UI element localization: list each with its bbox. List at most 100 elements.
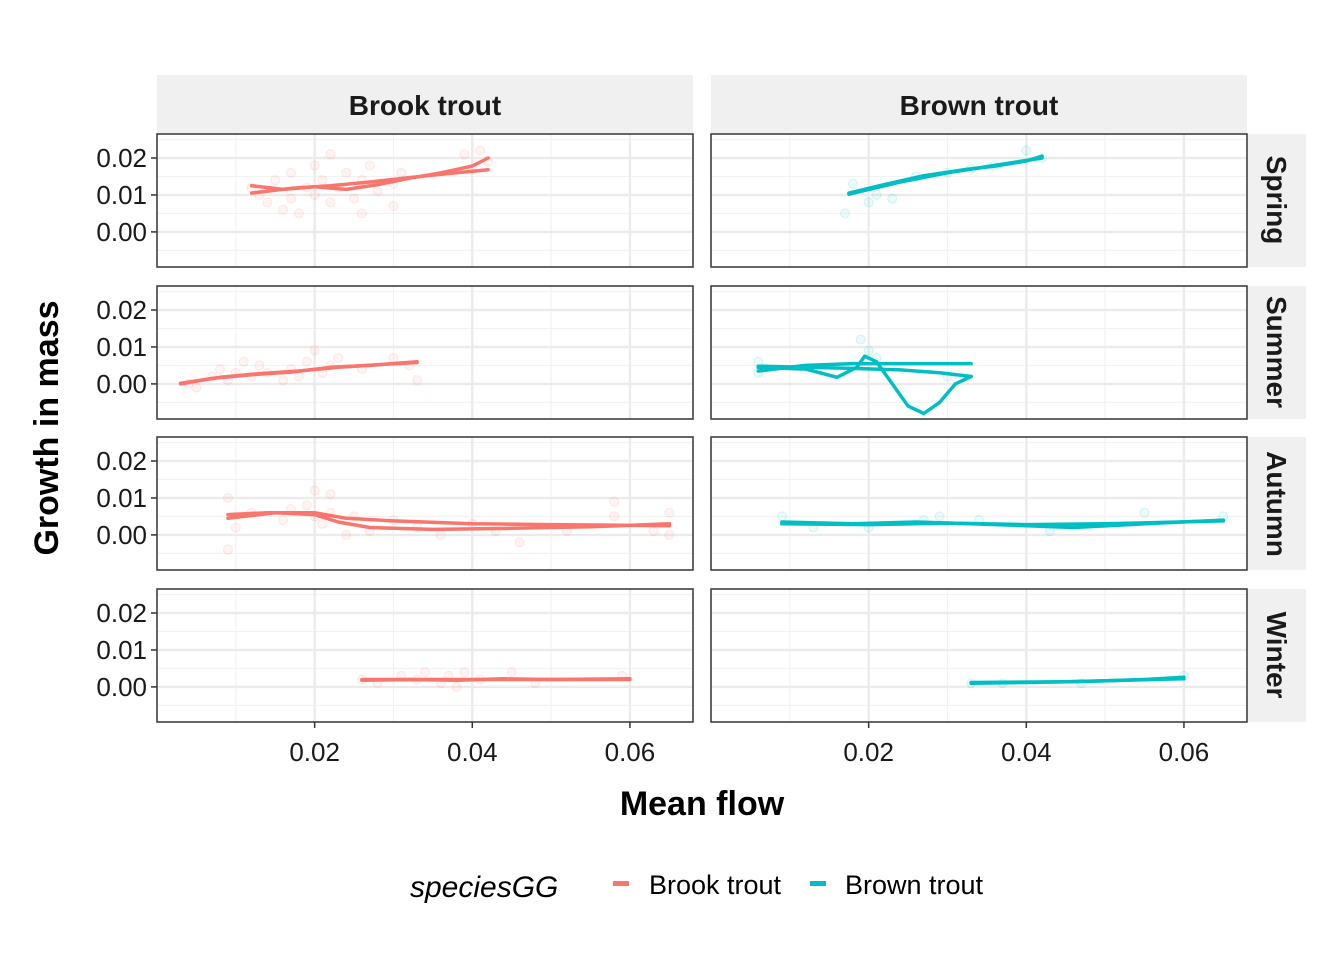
data-point xyxy=(309,189,320,200)
column-strip-label-brook: Brook trout xyxy=(349,90,501,121)
data-point xyxy=(309,485,320,496)
data-point xyxy=(506,667,517,678)
row-strip-label-autumn: Autumn xyxy=(1261,451,1292,557)
data-point xyxy=(333,353,344,364)
data-point xyxy=(215,364,226,375)
panel-background xyxy=(711,286,1247,419)
data-point xyxy=(293,371,304,382)
panel-brown-trout-summer xyxy=(710,285,1248,420)
data-point xyxy=(388,353,399,364)
x-axes: 0.02 0.04 0.06 0.02 0.04 0.06 xyxy=(289,722,1209,767)
data-point xyxy=(364,160,375,171)
data-point xyxy=(278,375,289,386)
x-tick-label: 0.06 xyxy=(1159,737,1210,767)
y-axis-title: Growth in mass xyxy=(28,300,66,555)
panel-border xyxy=(710,588,1248,723)
column-strip-label-brown: Brown trout xyxy=(900,90,1059,121)
legend-title: speciesGG xyxy=(410,871,558,904)
data-point xyxy=(871,189,882,200)
data-point xyxy=(349,193,360,204)
facet-strips: Brook trout Brown trout Spring Summer Au… xyxy=(157,75,1306,722)
data-point xyxy=(420,667,430,678)
x-tick-label: 0.02 xyxy=(289,737,340,767)
data-point xyxy=(847,178,858,189)
smooth-line xyxy=(756,364,973,379)
smooth-line xyxy=(969,677,1186,685)
data-point xyxy=(372,186,383,197)
row-strip-autumn xyxy=(1248,437,1306,570)
data-point xyxy=(609,496,620,507)
panel-brook-trout-winter xyxy=(156,588,694,723)
panel-brown-trout-winter xyxy=(710,588,1248,723)
data-point xyxy=(396,167,407,178)
panel-background xyxy=(157,589,693,722)
data-point xyxy=(278,515,289,526)
y-tick-label: 0.02 xyxy=(96,598,147,628)
x-tick-label: 0.04 xyxy=(1001,737,1052,767)
smooth-line xyxy=(780,519,1226,527)
row-strip-winter xyxy=(1248,589,1306,722)
legend: speciesGG Brook trout Brown trout xyxy=(410,870,984,904)
data-point xyxy=(514,537,525,548)
data-point xyxy=(301,356,312,367)
data-point xyxy=(325,149,336,160)
y-tick-label: 0.02 xyxy=(96,295,147,325)
row-strip-label-winter: Winter xyxy=(1261,612,1292,699)
smooth-line xyxy=(249,168,490,195)
smooth-line xyxy=(847,156,1044,196)
data-point xyxy=(887,193,898,204)
y-tick-label: 0.02 xyxy=(96,446,147,476)
data-point xyxy=(325,197,336,208)
data-point xyxy=(459,667,470,678)
y-axes: 0.00 0.01 0.02 0.00 0.01 0.02 0.00 0.01 0.02 0.00… xyxy=(96,143,157,702)
panel-brook-trout-spring xyxy=(156,133,694,268)
panel-background xyxy=(711,589,1247,722)
data-point xyxy=(459,149,470,160)
panel-background xyxy=(711,134,1247,267)
data-point xyxy=(475,145,486,156)
panel-border xyxy=(710,285,1248,420)
data-point xyxy=(451,681,462,692)
data-point xyxy=(341,167,352,178)
data-point xyxy=(341,529,352,540)
data-point xyxy=(317,518,328,529)
x-axis-title: Mean flow xyxy=(620,785,785,823)
y-tick-label: 0.01 xyxy=(96,483,147,513)
panel-brook-trout-summer xyxy=(156,285,694,420)
data-point xyxy=(254,360,265,371)
smooth-line xyxy=(756,354,973,416)
legend-label-brook: Brook trout xyxy=(649,870,782,900)
data-point xyxy=(412,375,423,386)
y-tick-label: 0.00 xyxy=(96,520,147,550)
row-strip-label-summer: Summer xyxy=(1261,296,1292,408)
data-point xyxy=(278,204,289,215)
column-strip-brook xyxy=(157,75,693,133)
y-tick-label: 0.02 xyxy=(96,143,147,173)
panel-border xyxy=(156,436,694,571)
data-point xyxy=(840,208,850,219)
legend-label-brown: Brown trout xyxy=(845,870,984,900)
data-point xyxy=(435,529,446,540)
x-tick-label: 0.06 xyxy=(605,737,656,767)
data-point xyxy=(664,507,675,518)
panel-background xyxy=(157,134,693,267)
y-tick-label: 0.00 xyxy=(96,217,147,247)
y-tick-label: 0.01 xyxy=(96,332,147,362)
data-point xyxy=(356,208,367,219)
y-tick-label: 0.01 xyxy=(96,635,147,665)
data-point xyxy=(286,167,296,178)
row-strip-label-spring: Spring xyxy=(1261,156,1292,245)
x-tick-label: 0.02 xyxy=(843,737,894,767)
panel-background xyxy=(711,437,1247,570)
data-point xyxy=(222,492,233,503)
panel-border xyxy=(710,133,1248,268)
data-point xyxy=(855,334,866,345)
panel-border xyxy=(156,133,694,268)
facet-panels xyxy=(156,133,1248,723)
row-strip-summer xyxy=(1248,286,1306,419)
panel-border xyxy=(710,436,1248,571)
data-point xyxy=(863,197,874,208)
data-point xyxy=(309,345,320,356)
smooth-line xyxy=(178,360,419,385)
